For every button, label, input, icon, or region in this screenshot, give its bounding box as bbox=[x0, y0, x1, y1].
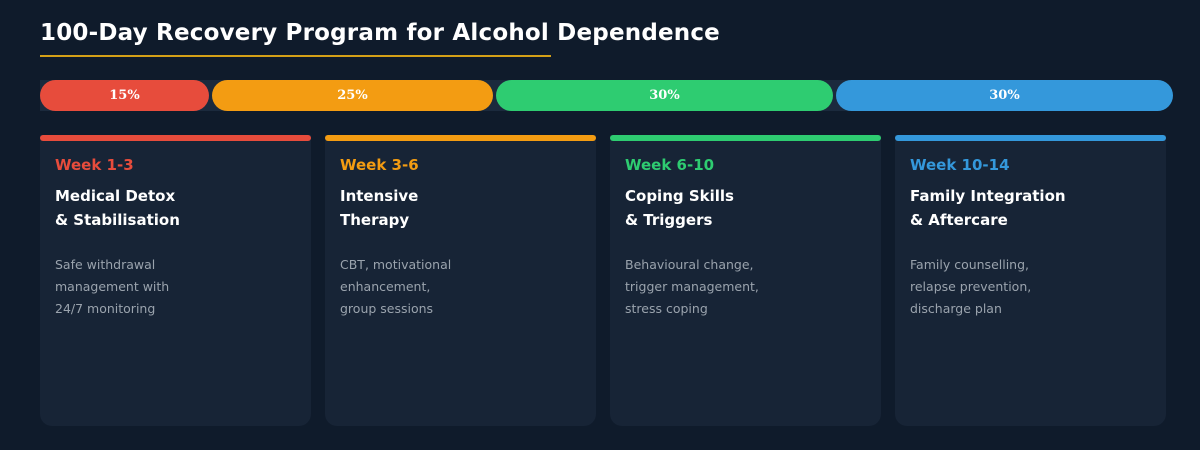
phase-week: Week 6-10 bbox=[625, 156, 715, 174]
phase-accent-bar bbox=[40, 135, 311, 141]
phase-week: Week 1-3 bbox=[55, 156, 134, 174]
phase-week: Week 10-14 bbox=[910, 156, 1010, 174]
phase-accent-bar bbox=[325, 135, 596, 141]
title-underline bbox=[40, 55, 551, 57]
progress-segment-1: 15% bbox=[40, 80, 209, 111]
phase-card-1: Week 1-3 Medical Detox & Stabilisation S… bbox=[40, 135, 311, 426]
phase-card-4: Week 10-14 Family Integration & Aftercar… bbox=[895, 135, 1166, 426]
progress-segment-4: 30% bbox=[836, 80, 1173, 111]
phase-title: Family Integration & Aftercare bbox=[910, 187, 1066, 229]
phase-card-2: Week 3-6 Intensive Therapy CBT, motivati… bbox=[325, 135, 596, 426]
phase-accent-bar bbox=[610, 135, 881, 141]
progress-segment-3: 30% bbox=[496, 80, 833, 111]
phase-description: CBT, motivational enhancement, group ses… bbox=[340, 257, 452, 316]
phase-description: Family counselling, relapse prevention, … bbox=[910, 257, 1032, 316]
page-title: 100-Day Recovery Program for Alcohol Dep… bbox=[40, 20, 720, 46]
phase-description: Safe withdrawal management with 24/7 mon… bbox=[55, 257, 170, 316]
progress-segment-2: 25% bbox=[212, 80, 493, 111]
phase-title: Medical Detox & Stabilisation bbox=[55, 187, 180, 229]
phase-card-3: Week 6-10 Coping Skills & Triggers Behav… bbox=[610, 135, 881, 426]
phase-description: Behavioural change, trigger management, … bbox=[625, 257, 759, 316]
phase-title: Coping Skills & Triggers bbox=[625, 187, 734, 229]
phase-week: Week 3-6 bbox=[340, 156, 419, 174]
phase-title: Intensive Therapy bbox=[340, 187, 419, 229]
phase-accent-bar bbox=[895, 135, 1166, 141]
